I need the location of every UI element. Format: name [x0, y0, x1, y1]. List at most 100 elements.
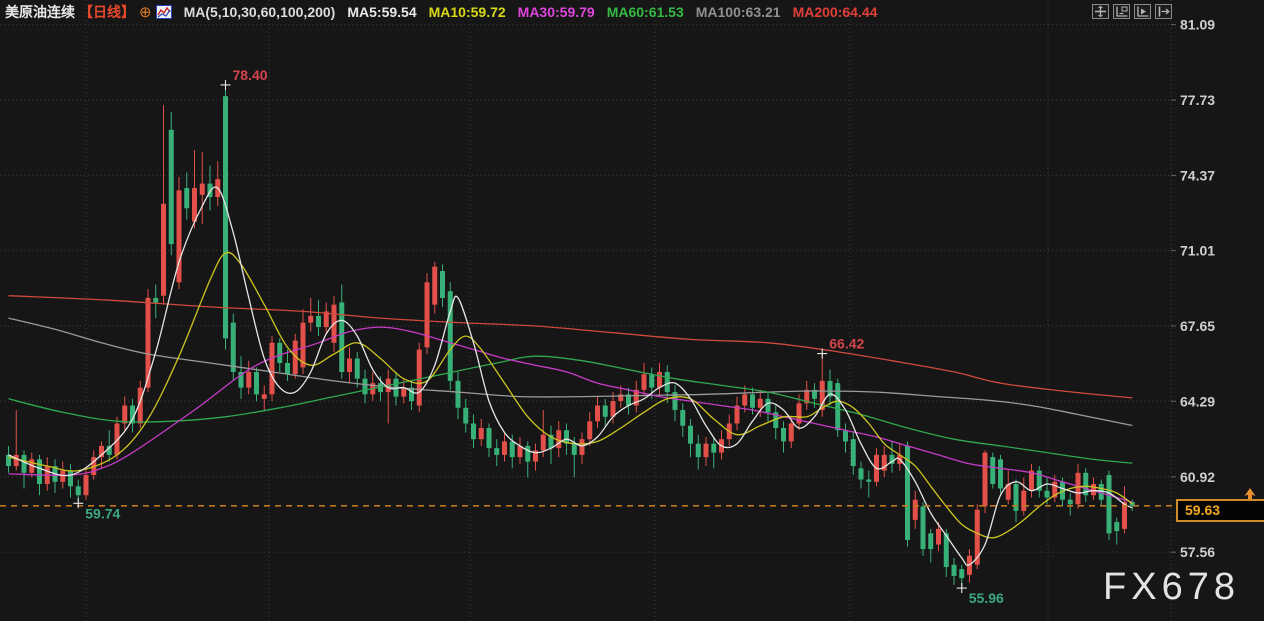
candle-body — [37, 459, 42, 485]
candle-body — [161, 203, 166, 296]
axis-label: 81.09 — [1180, 17, 1215, 33]
candle-body — [440, 271, 445, 298]
candle-body — [463, 407, 469, 424]
candle-body — [502, 441, 507, 455]
candle-body — [734, 405, 740, 424]
high-price-label: 78.40 — [233, 67, 268, 83]
candle-body — [509, 441, 515, 458]
candle-body — [145, 297, 151, 388]
candle-body — [757, 398, 763, 408]
legend-ma5: MA5:59.54 — [347, 4, 417, 20]
candle-body — [943, 533, 949, 567]
grid-lines — [0, 0, 1172, 621]
candle-body — [773, 412, 779, 428]
candle-body — [238, 371, 244, 388]
candle-body — [680, 410, 686, 426]
candle-body — [354, 358, 360, 379]
candle-body — [889, 454, 895, 464]
candle-body — [323, 311, 329, 328]
candle-body — [974, 509, 980, 565]
crosshair-move-icon[interactable] — [1092, 4, 1109, 19]
candle-body — [308, 315, 314, 323]
candle-body — [641, 374, 647, 390]
candle-body — [207, 183, 213, 198]
candle-body — [114, 423, 120, 455]
candle-body — [688, 425, 693, 444]
candle-body — [1052, 481, 1058, 498]
candle-body — [602, 405, 608, 417]
legend-ma30: MA30:59.79 — [517, 4, 595, 20]
candle-body — [99, 445, 104, 458]
ma-line-ma100 — [8, 317, 1133, 427]
candle-body — [703, 443, 709, 458]
pane-exit-icon[interactable] — [1155, 4, 1172, 19]
axis-fit-icon[interactable] — [1113, 4, 1130, 19]
candle-body — [254, 371, 259, 395]
candle-body — [176, 190, 182, 283]
candle-body — [804, 389, 810, 404]
candle-body — [1005, 484, 1011, 500]
candle-body — [29, 459, 35, 473]
ma-line-ma30 — [8, 326, 1133, 503]
price-axis[interactable]: 81.09 77.73 74.37 71.01 67.65 64.29 60.92 57.56 — [1171, 17, 1215, 561]
axis-label: 71.01 — [1180, 243, 1215, 259]
candle-body — [1067, 499, 1073, 505]
candles[interactable] — [6, 84, 1135, 589]
candle-body — [827, 380, 833, 397]
candle-body — [246, 371, 252, 388]
candle-body — [184, 188, 190, 209]
candle-body — [928, 533, 934, 550]
ma-line-ma60 — [8, 355, 1133, 464]
candle-body — [122, 405, 128, 424]
candle-body — [866, 479, 872, 482]
candle-body — [990, 457, 996, 485]
legend-ma200: MA200:64.44 — [792, 4, 878, 20]
candle-body — [401, 387, 407, 397]
candle-body — [951, 564, 957, 576]
candle-body — [471, 423, 476, 440]
candle-body — [858, 468, 864, 480]
candle-body — [424, 282, 430, 348]
candle-body — [548, 434, 554, 449]
candle-body — [595, 405, 600, 422]
candle-body — [571, 443, 577, 455]
candle-body — [478, 427, 484, 440]
candle-body — [1129, 501, 1135, 506]
candle-body — [626, 394, 631, 406]
candle-body — [1122, 501, 1127, 529]
symbol-name: 美原油连续 — [5, 4, 75, 20]
candle-body — [540, 434, 546, 451]
candle-body — [517, 445, 523, 458]
axis-play-icon[interactable] — [1134, 4, 1151, 19]
candle-body — [106, 445, 112, 455]
candle-body — [362, 378, 368, 395]
candle-body — [695, 443, 701, 458]
candle-body — [285, 362, 290, 375]
candle-body — [796, 403, 802, 424]
candle-body — [416, 349, 422, 406]
candle-body — [819, 380, 825, 411]
legend-ma10: MA10:59.72 — [428, 4, 506, 20]
chart-header: 美原油连续 【日线】 ⊕ MA(5,10,30,60,100,200) MA5:5… — [5, 3, 877, 21]
candle-body — [959, 569, 965, 579]
candle-body — [137, 387, 143, 424]
candle-body — [998, 459, 1003, 489]
candle-body — [781, 427, 786, 442]
candle-body — [633, 389, 639, 406]
candle-body — [765, 398, 771, 413]
candle-body — [339, 302, 345, 372]
period-label[interactable]: 【日线】 — [79, 4, 135, 20]
price-up-arrow-icon — [1224, 487, 1262, 506]
candle-body — [277, 342, 283, 363]
candle-body — [850, 439, 856, 467]
globe-icon[interactable]: ⊕ — [139, 4, 152, 21]
watermark: FX678 — [1103, 566, 1240, 608]
candle-body — [486, 427, 492, 449]
candle-body — [153, 297, 159, 303]
candle-body — [130, 405, 135, 424]
candle-body — [750, 394, 755, 408]
indicator-chart-icon[interactable] — [155, 5, 172, 19]
candle-body — [564, 430, 569, 444]
